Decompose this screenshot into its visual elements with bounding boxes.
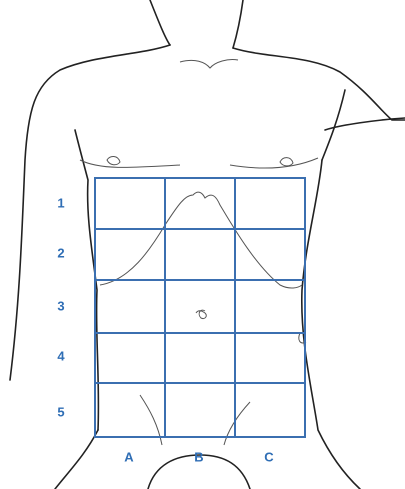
column-label: C <box>264 449 274 464</box>
row-label: 2 <box>57 245 64 260</box>
row-label: 1 <box>57 195 64 210</box>
labels: 1 2 3 4 5 A B C <box>57 195 274 464</box>
grid <box>94 177 306 438</box>
row-label: 5 <box>57 404 64 419</box>
torso-drawing <box>9 0 405 489</box>
row-label: 4 <box>57 348 65 363</box>
row-label: 3 <box>57 298 64 313</box>
grid-frame <box>94 177 306 438</box>
column-label: A <box>124 449 134 464</box>
column-label: B <box>194 449 203 464</box>
